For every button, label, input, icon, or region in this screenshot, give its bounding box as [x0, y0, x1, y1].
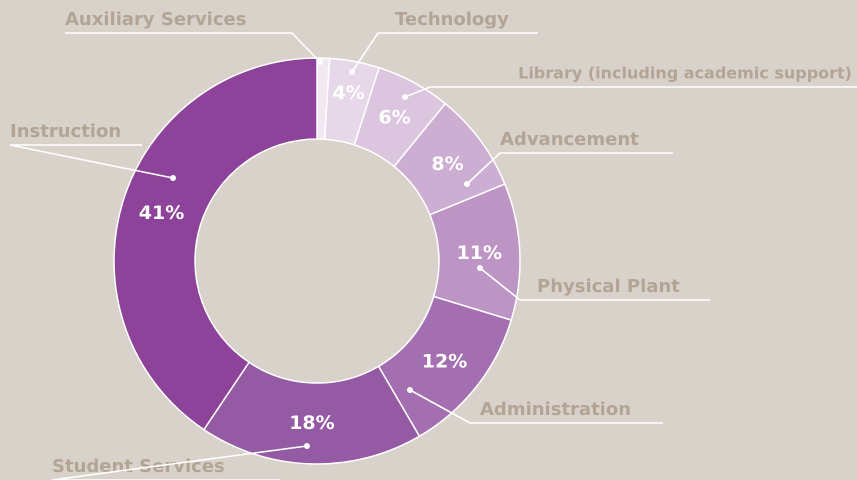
category-label: Technology: [395, 9, 509, 30]
leader-line: [409, 389, 471, 424]
leader-dot: [402, 94, 408, 100]
value-label: 18%: [289, 412, 334, 434]
value-label: 6%: [378, 107, 410, 129]
leader-line: [291, 32, 321, 63]
value-label: 11%: [457, 242, 502, 264]
category-label: Advancement: [500, 129, 639, 150]
leader-line: [351, 32, 379, 73]
category-label: Instruction: [10, 121, 121, 142]
leader-line: [404, 86, 431, 98]
value-label: 4%: [333, 82, 365, 104]
category-label: Administration: [480, 399, 631, 420]
category-label: Library (including academic support): [518, 64, 852, 83]
leader-dot: [170, 175, 176, 181]
leader-line: [479, 267, 521, 301]
category-label: Student Services: [52, 456, 225, 477]
category-label: Physical Plant: [537, 276, 680, 297]
value-label: 41%: [139, 202, 184, 224]
leader-dot: [477, 265, 483, 271]
leader-dot: [317, 59, 323, 65]
leader-line: [51, 445, 308, 480]
value-label: 8%: [431, 153, 463, 175]
value-label: 12%: [422, 350, 467, 372]
leader-dot: [349, 69, 355, 75]
leader-dot: [464, 181, 470, 187]
leader-dot: [407, 387, 413, 393]
leader-line: [9, 144, 174, 179]
leader-line: [466, 152, 501, 185]
leader-dot: [304, 443, 310, 449]
category-label: Auxiliary Services: [65, 9, 246, 30]
donut-slice: [202, 361, 421, 465]
donut-slice: [113, 57, 318, 431]
